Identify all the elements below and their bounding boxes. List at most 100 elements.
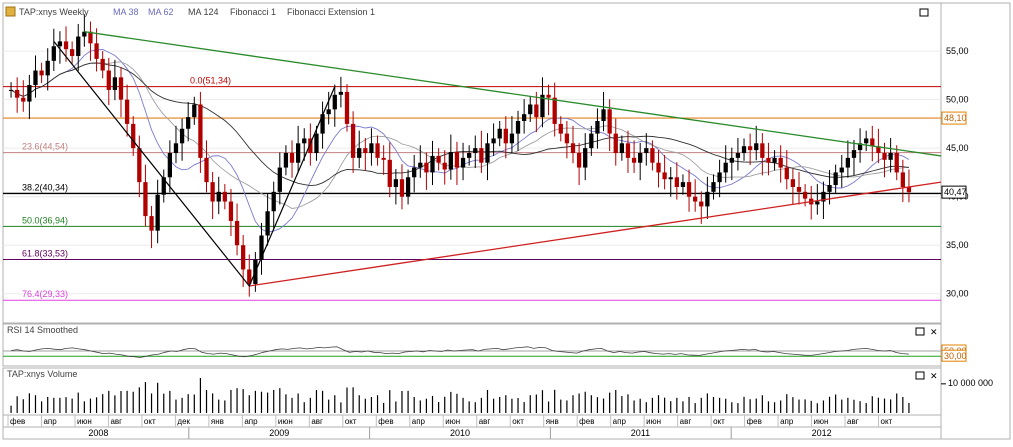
price-tick-label: 30,00: [946, 289, 969, 299]
month-label: окт: [713, 417, 725, 426]
maximize-price-icon[interactable]: [919, 8, 929, 17]
candle-body: [564, 133, 570, 144]
volume-bar: [157, 382, 159, 413]
candle-body: [454, 152, 460, 168]
candle-body: [833, 172, 838, 186]
volume-bar: [376, 395, 379, 413]
month-labels: фев апр июн авг окт дек янв апр июн авг окт фев апр и…: [7, 415, 893, 439]
candle-body: [491, 138, 496, 144]
volume-bar: [126, 390, 128, 413]
candle-body: [644, 148, 649, 154]
month-label: июн: [814, 417, 829, 426]
volume-bar: [285, 394, 287, 413]
marked-level-badge: [941, 111, 967, 125]
marked-level-value: 48,10: [944, 113, 967, 123]
candle-body: [387, 159, 392, 187]
fibonacci-label[interactable]: Fibonacci 1: [230, 7, 276, 17]
candle-body: [39, 70, 44, 76]
fib-level-label: 23.6(44,54): [22, 142, 68, 152]
candle-body: [589, 133, 594, 149]
candle-body: [521, 114, 527, 121]
volume-bar: [841, 399, 843, 413]
candle-body: [503, 128, 508, 144]
volume-bars: [10, 378, 946, 413]
candle-body: [167, 153, 173, 178]
candle-body: [63, 41, 69, 50]
symbol-label[interactable]: TAP:xnys Weekly: [19, 7, 89, 17]
volume-bar: [499, 396, 501, 413]
volume-title[interactable]: TAP:xnys Volume: [7, 369, 77, 379]
ma62-label[interactable]: MA 62: [148, 7, 174, 17]
volume-bar: [523, 402, 525, 413]
volume-bar: [40, 401, 43, 413]
candle-body: [430, 155, 435, 173]
month-label: апр: [43, 417, 57, 426]
price-tick-label: 55,00: [946, 46, 969, 56]
year-label: 2008: [88, 428, 108, 438]
candle-body: [118, 77, 124, 100]
month-label: июн: [445, 417, 460, 426]
volume-bar: [865, 403, 867, 413]
maximize-volume-icon[interactable]: [915, 371, 925, 380]
volume-bar: [810, 400, 812, 413]
ma124-label[interactable]: MA 124: [188, 7, 219, 17]
volume-bar: [212, 393, 214, 413]
volume-bar: [358, 395, 360, 413]
maximize-rsi-icon[interactable]: [915, 327, 925, 336]
volume-bar: [108, 390, 110, 413]
candle-body: [546, 94, 551, 98]
volume-bar: [486, 389, 489, 413]
candle-body: [149, 216, 154, 231]
volume-bar: [572, 395, 574, 413]
grid: [3, 50, 941, 295]
rsi-title[interactable]: RSI 14 Smoothed: [7, 325, 78, 335]
candle-body: [326, 109, 331, 115]
candle-body: [27, 85, 32, 102]
fib-level-label: 50.0(36,94): [22, 215, 68, 225]
candle-body: [864, 138, 869, 144]
candle-body: [760, 143, 765, 158]
month-label: апр: [613, 417, 627, 426]
candle-body: [467, 153, 472, 158]
volume-bar: [609, 392, 611, 413]
month-label: янв: [546, 417, 559, 426]
candle-body: [448, 152, 453, 170]
volume-bar: [780, 400, 782, 413]
candle-body: [344, 91, 350, 124]
month-label: авг: [847, 417, 859, 426]
candle-body: [497, 128, 502, 139]
volume-bar: [511, 398, 513, 413]
candle-body: [69, 49, 75, 56]
volume-bar: [517, 398, 519, 413]
candle-body: [161, 177, 166, 195]
candle-body: [283, 153, 289, 168]
symbol-icon[interactable]: [5, 6, 16, 17]
close-volume-icon[interactable]: ✕: [930, 371, 938, 381]
volume-bar: [230, 389, 232, 413]
candle-body: [173, 143, 179, 154]
volume-bar: [450, 391, 452, 413]
candle-body: [204, 157, 209, 183]
volume-bar: [725, 398, 727, 413]
candle-body: [650, 148, 655, 163]
fibonacci-extension-label[interactable]: Fibonacci Extension 1: [287, 7, 375, 17]
volume-bar: [596, 397, 599, 413]
volume-bar: [645, 402, 647, 413]
month-label: фев: [378, 417, 393, 426]
volume-bar: [328, 399, 330, 413]
candle-body: [583, 148, 588, 168]
volume-bar: [737, 403, 739, 413]
month-label: окт: [345, 417, 357, 426]
candle-body: [638, 153, 643, 163]
volume-bar: [431, 395, 434, 413]
ma38-label[interactable]: MA 38: [113, 7, 139, 17]
volume-bar: [560, 399, 562, 413]
volume-bar: [786, 394, 788, 413]
volume-bar: [10, 405, 12, 413]
candle-body: [735, 153, 741, 158]
close-rsi-icon[interactable]: ✕: [930, 327, 938, 337]
candle-body: [558, 123, 563, 134]
month-label: фев: [579, 417, 594, 426]
